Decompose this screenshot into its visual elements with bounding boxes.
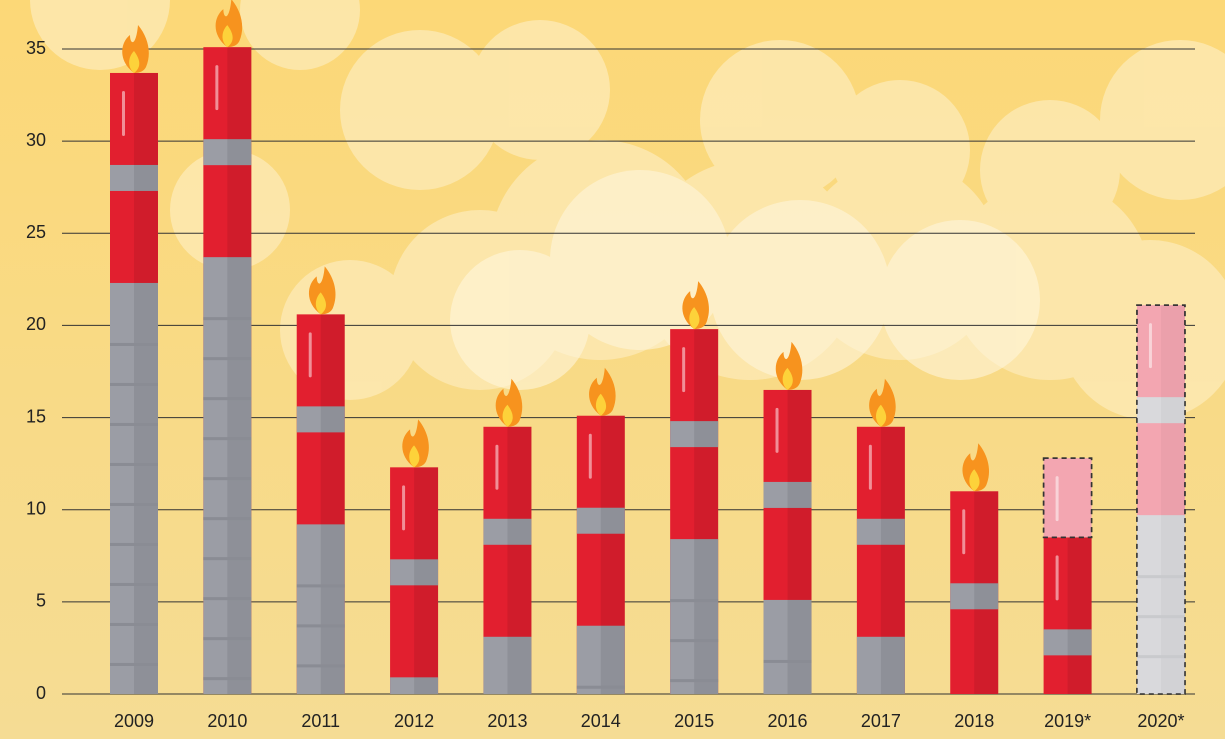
stick-line: [110, 463, 158, 466]
stick-line: [110, 543, 158, 546]
stick-line: [297, 664, 345, 667]
x-tick-label: 2018: [954, 711, 994, 731]
x-tick-label: 2015: [674, 711, 714, 731]
stick-line: [764, 660, 812, 663]
stick-line: [670, 679, 718, 682]
highlight: [589, 434, 592, 479]
stick-line: [203, 317, 251, 320]
stick-line: [203, 637, 251, 640]
y-tick-label: 30: [26, 130, 46, 150]
stick-line: [203, 517, 251, 520]
stick-line: [203, 597, 251, 600]
stick-line: [110, 663, 158, 666]
stick-line: [203, 437, 251, 440]
stick-shade: [321, 314, 345, 694]
stick-line: [110, 383, 158, 386]
y-tick-label: 15: [26, 406, 46, 426]
stick-line: [110, 423, 158, 426]
x-tick-label: 2013: [487, 711, 527, 731]
x-tick-label: 2011: [301, 711, 340, 731]
stick-line: [110, 583, 158, 586]
highlight: [1056, 476, 1059, 521]
highlight: [776, 408, 779, 453]
highlight: [869, 445, 872, 490]
highlight: [682, 347, 685, 392]
x-tick-label: 2009: [114, 711, 154, 731]
stick-line: [203, 357, 251, 360]
chart: 0 5 10 15 20 25 30 35 2009 2010 2011 2012 2013 2014 20…: [0, 0, 1225, 739]
stick-line: [297, 624, 345, 627]
highlight: [402, 485, 405, 530]
stick-line: [110, 503, 158, 506]
stick-shade: [788, 390, 812, 694]
highlight: [215, 65, 218, 110]
x-tick-label: 2017: [861, 711, 901, 731]
stick-line: [577, 686, 625, 689]
stick-shade: [601, 416, 625, 694]
y-tick-label: 20: [26, 314, 46, 334]
stick-shade: [881, 427, 905, 694]
highlight: [309, 332, 312, 377]
highlight: [122, 91, 125, 136]
y-tick-label: 25: [26, 222, 46, 242]
stick-line: [1137, 575, 1185, 578]
stick-shade: [974, 491, 998, 694]
x-tick-label: 2019*: [1044, 711, 1091, 731]
x-tick-label: 2014: [581, 711, 621, 731]
stick-line: [203, 397, 251, 400]
stick-shade: [1068, 537, 1092, 694]
y-tick-label: 5: [36, 591, 46, 611]
stick-line: [1137, 615, 1185, 618]
stick-line: [203, 477, 251, 480]
highlight: [495, 445, 498, 490]
y-tick-label: 10: [26, 498, 46, 518]
stick-shade: [414, 467, 438, 694]
highlight: [962, 509, 965, 554]
stick-line: [670, 639, 718, 642]
y-tick-label: 0: [36, 683, 46, 703]
bar-segment: [1044, 458, 1092, 537]
stick-line: [203, 557, 251, 560]
highlight: [1149, 323, 1152, 368]
stick-line: [203, 677, 251, 680]
x-tick-label: 2012: [394, 711, 434, 731]
stick-shade: [227, 47, 251, 694]
stick-line: [670, 599, 718, 602]
stick-line: [110, 343, 158, 346]
x-tick-label: 2016: [767, 711, 807, 731]
stick-line: [110, 623, 158, 626]
y-tick-label: 35: [26, 38, 46, 58]
stick-line: [1137, 655, 1185, 658]
x-tick-label: 2020*: [1137, 711, 1184, 731]
highlight: [1056, 555, 1059, 600]
stick-shade: [1161, 305, 1185, 694]
stick-shade: [507, 427, 531, 694]
x-tick-label: 2010: [207, 711, 247, 731]
stick-line: [297, 584, 345, 587]
